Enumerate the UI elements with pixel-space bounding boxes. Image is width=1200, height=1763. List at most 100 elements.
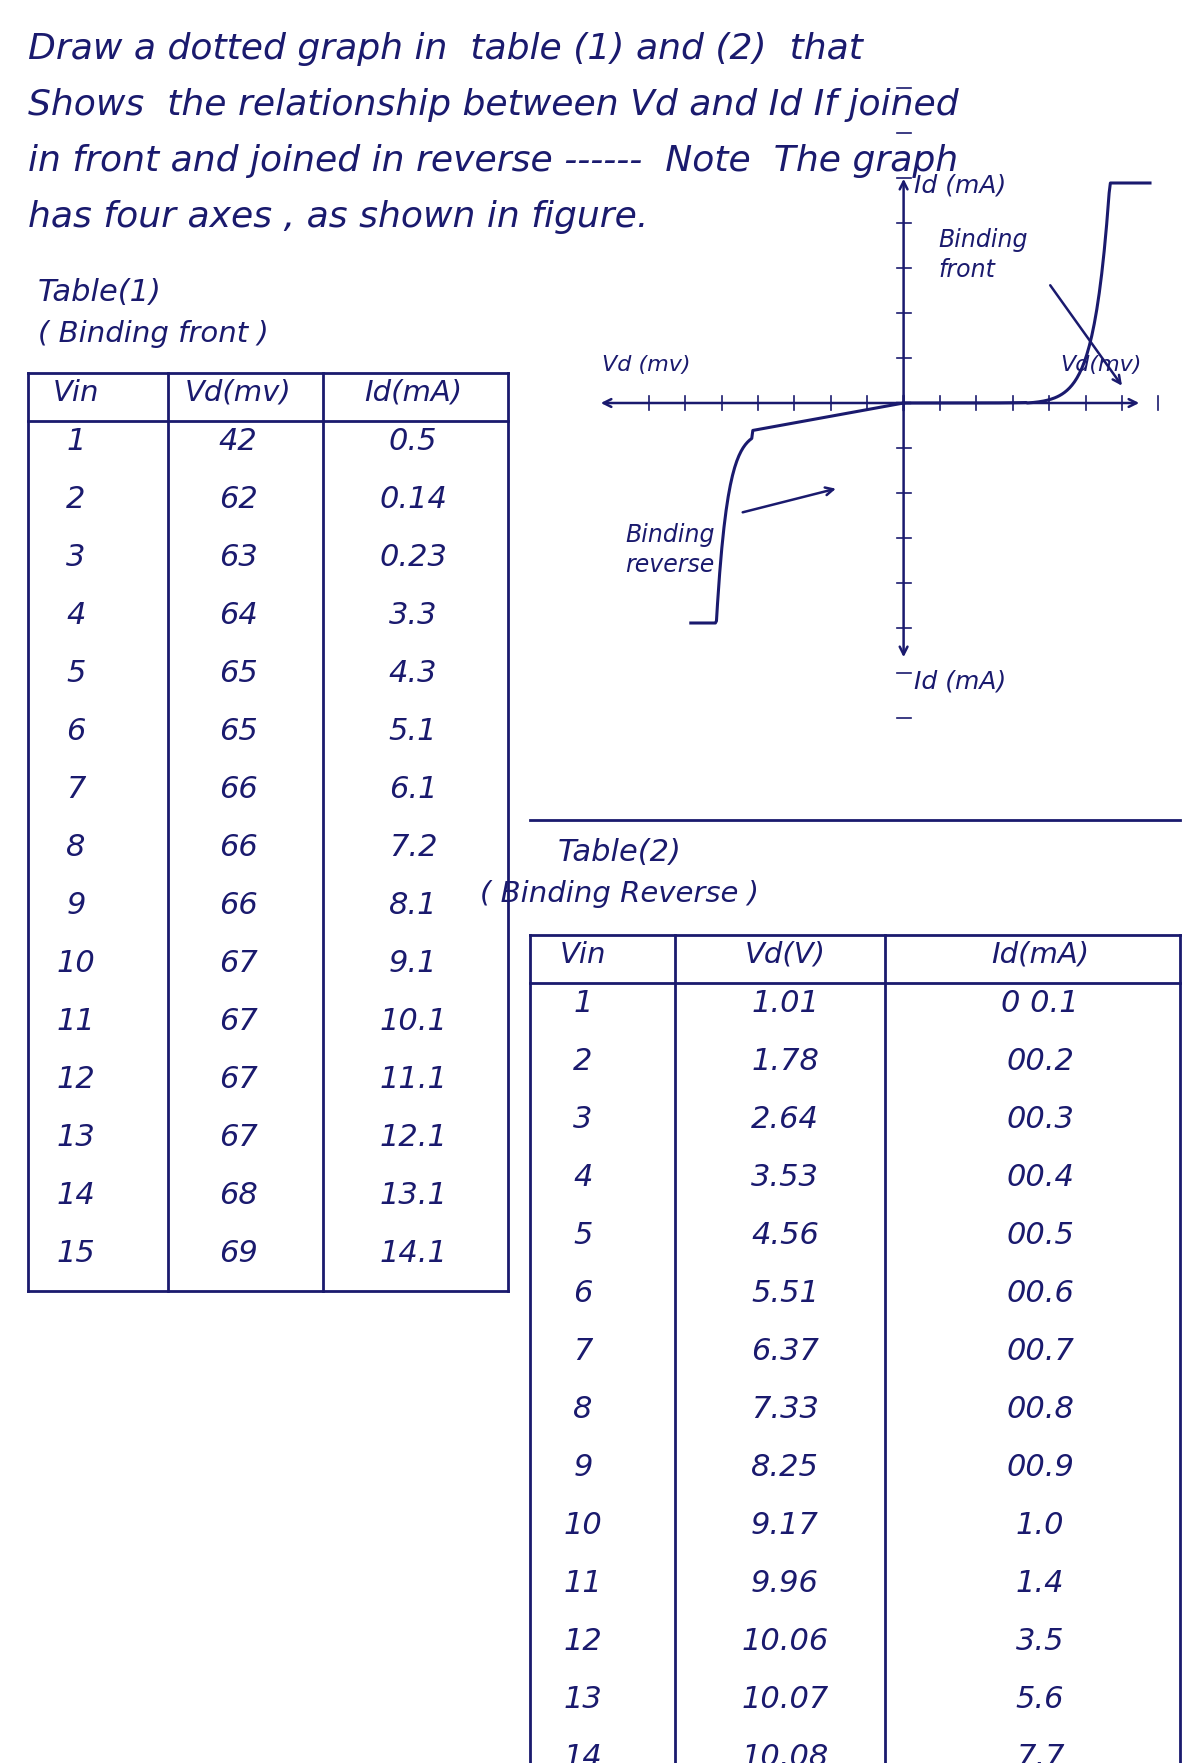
Text: 68: 68 [218, 1181, 257, 1209]
Text: 10.1: 10.1 [379, 1007, 446, 1037]
Text: 8: 8 [66, 832, 85, 862]
Text: 69: 69 [218, 1239, 257, 1268]
Text: Id(mA): Id(mA) [991, 941, 1090, 970]
Text: 8.25: 8.25 [751, 1453, 818, 1483]
Text: 0.14: 0.14 [379, 485, 446, 515]
Text: 7.33: 7.33 [751, 1395, 818, 1425]
Text: 1.01: 1.01 [751, 989, 818, 1017]
Text: Draw a dotted graph in  table (1) and (2)  that: Draw a dotted graph in table (1) and (2)… [28, 32, 863, 65]
Text: 63: 63 [218, 543, 257, 571]
Text: 10: 10 [564, 1511, 602, 1541]
Text: 67: 67 [218, 1123, 257, 1151]
Text: 3: 3 [574, 1105, 593, 1134]
Text: 9.96: 9.96 [751, 1569, 818, 1597]
Text: 5.51: 5.51 [751, 1278, 818, 1308]
Text: 13: 13 [564, 1685, 602, 1714]
Text: 7.7: 7.7 [1015, 1744, 1064, 1763]
Text: Shows  the relationship between Vd and Id If joined: Shows the relationship between Vd and Id… [28, 88, 959, 122]
Text: Vd (mv): Vd (mv) [602, 354, 690, 376]
Text: 5: 5 [66, 659, 85, 688]
Text: 64: 64 [218, 601, 257, 629]
Text: 10.08: 10.08 [742, 1744, 829, 1763]
Text: 4.56: 4.56 [751, 1222, 818, 1250]
Text: 6: 6 [66, 718, 85, 746]
Text: 9: 9 [574, 1453, 593, 1483]
Text: 14: 14 [564, 1744, 602, 1763]
Text: 0.5: 0.5 [389, 427, 437, 457]
Text: Vin: Vin [559, 941, 606, 970]
Text: 42: 42 [218, 427, 257, 457]
Text: 6.1: 6.1 [389, 776, 437, 804]
Text: 8.1: 8.1 [389, 890, 437, 920]
Text: 5.1: 5.1 [389, 718, 437, 746]
Text: 2.64: 2.64 [751, 1105, 818, 1134]
Text: 00.6: 00.6 [1006, 1278, 1074, 1308]
Text: 3.3: 3.3 [389, 601, 437, 629]
Text: 62: 62 [218, 485, 257, 515]
Text: 12: 12 [564, 1627, 602, 1655]
Text: Table(1): Table(1) [38, 279, 162, 307]
Text: 11: 11 [564, 1569, 602, 1597]
Text: 00.5: 00.5 [1006, 1222, 1074, 1250]
Text: 00.7: 00.7 [1006, 1336, 1074, 1366]
Text: 8: 8 [574, 1395, 593, 1425]
Text: 11: 11 [56, 1007, 95, 1037]
Text: 66: 66 [218, 890, 257, 920]
Text: Vd(V): Vd(V) [744, 941, 826, 970]
Text: 2: 2 [66, 485, 85, 515]
Text: 7.2: 7.2 [389, 832, 437, 862]
Text: 0 0.1: 0 0.1 [1001, 989, 1079, 1017]
Text: 9.1: 9.1 [389, 948, 437, 978]
Text: 1.78: 1.78 [751, 1047, 818, 1075]
Text: 66: 66 [218, 832, 257, 862]
Text: Binding
reverse: Binding reverse [625, 524, 714, 577]
Text: 66: 66 [218, 776, 257, 804]
Text: 00.8: 00.8 [1006, 1395, 1074, 1425]
Text: 9: 9 [66, 890, 85, 920]
Text: 1: 1 [574, 989, 593, 1017]
Text: Binding
front: Binding front [938, 227, 1028, 282]
Text: 12.1: 12.1 [379, 1123, 446, 1151]
Text: 10.06: 10.06 [742, 1627, 829, 1655]
Text: 12: 12 [56, 1065, 95, 1095]
Text: 00.4: 00.4 [1006, 1164, 1074, 1192]
Text: 10: 10 [56, 948, 95, 978]
Text: 65: 65 [218, 718, 257, 746]
Text: Vd(mv): Vd(mv) [185, 379, 292, 407]
Text: 1.0: 1.0 [1015, 1511, 1064, 1541]
Text: 14: 14 [56, 1181, 95, 1209]
Text: 1.4: 1.4 [1015, 1569, 1064, 1597]
Text: 1: 1 [66, 427, 85, 457]
Text: 13.1: 13.1 [379, 1181, 446, 1209]
Text: Id (mA): Id (mA) [913, 670, 1006, 695]
Text: Id (mA): Id (mA) [913, 173, 1006, 197]
Text: 00.2: 00.2 [1006, 1047, 1074, 1075]
Text: has four axes , as shown in figure.: has four axes , as shown in figure. [28, 199, 648, 234]
Text: 6.37: 6.37 [751, 1336, 818, 1366]
Text: 11.1: 11.1 [379, 1065, 446, 1095]
Text: 3.5: 3.5 [1015, 1627, 1064, 1655]
Text: 7: 7 [574, 1336, 593, 1366]
Text: 67: 67 [218, 1065, 257, 1095]
Text: 13: 13 [56, 1123, 95, 1151]
Text: Vd(mv): Vd(mv) [1061, 354, 1142, 376]
Text: 5: 5 [574, 1222, 593, 1250]
Text: 15: 15 [56, 1239, 95, 1268]
Text: 00.3: 00.3 [1006, 1105, 1074, 1134]
Text: 65: 65 [218, 659, 257, 688]
Text: 67: 67 [218, 948, 257, 978]
Text: 67: 67 [218, 1007, 257, 1037]
Text: 9.17: 9.17 [751, 1511, 818, 1541]
Text: 4: 4 [66, 601, 85, 629]
Text: 4: 4 [574, 1164, 593, 1192]
Text: 0.23: 0.23 [379, 543, 446, 571]
Text: Id(mA): Id(mA) [364, 379, 462, 407]
Text: Vin: Vin [53, 379, 100, 407]
Text: ( Binding front ): ( Binding front ) [38, 321, 269, 347]
Text: 2: 2 [574, 1047, 593, 1075]
Text: 5.6: 5.6 [1015, 1685, 1064, 1714]
Text: Table(2): Table(2) [558, 837, 682, 867]
Text: 10.07: 10.07 [742, 1685, 829, 1714]
Text: 7: 7 [66, 776, 85, 804]
Text: 14.1: 14.1 [379, 1239, 446, 1268]
